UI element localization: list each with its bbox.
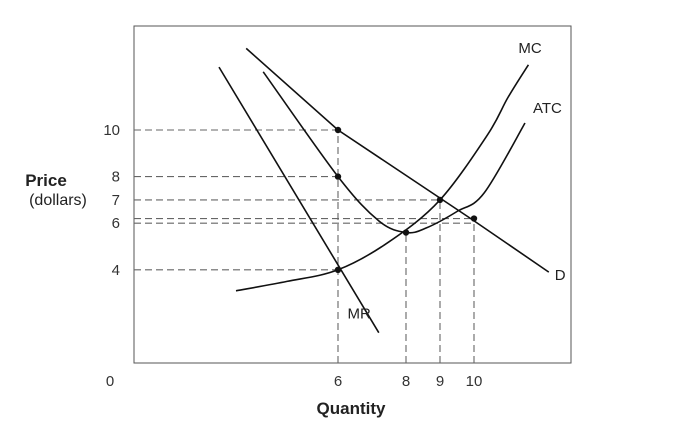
mc-label: MC [518, 40, 541, 57]
intersection-points [334, 126, 478, 273]
d-label: D [555, 267, 566, 284]
x-axis-title: Quantity [317, 399, 386, 418]
intersection-point [402, 229, 410, 236]
curve-labels: MC ATC D MR [347, 40, 565, 323]
d-curve [245, 47, 550, 273]
intersection-point [334, 126, 342, 134]
curves [218, 47, 550, 334]
axis-ticks: 6 8 9 10 10 8 7 6 4 [103, 122, 482, 390]
y-tick-label: 10 [103, 122, 120, 139]
atc-curve [262, 71, 526, 234]
x-tick-label: 6 [334, 373, 342, 390]
intersection-point [334, 173, 342, 180]
mr-label: MR [347, 306, 370, 323]
y-tick-label: 6 [112, 215, 120, 232]
intersection-point [436, 196, 444, 204]
plot-frame [133, 25, 572, 364]
intersection-point [334, 266, 342, 273]
y-tick-label: 4 [112, 262, 120, 279]
y-tick-label: 7 [112, 192, 120, 209]
y-axis-title: Price [25, 171, 67, 190]
mr-curve [218, 66, 380, 334]
dashed-guides [134, 129, 475, 363]
atc-label: ATC [533, 100, 562, 117]
y-axis-subtitle: (dollars) [29, 192, 87, 209]
x-tick-label: 9 [436, 373, 444, 390]
mc-curve [235, 64, 530, 292]
origin-label: 0 [106, 373, 114, 390]
y-tick-label: 8 [112, 169, 120, 186]
intersection-point [470, 215, 478, 222]
x-tick-label: 8 [402, 373, 410, 390]
x-tick-label: 10 [466, 373, 483, 390]
